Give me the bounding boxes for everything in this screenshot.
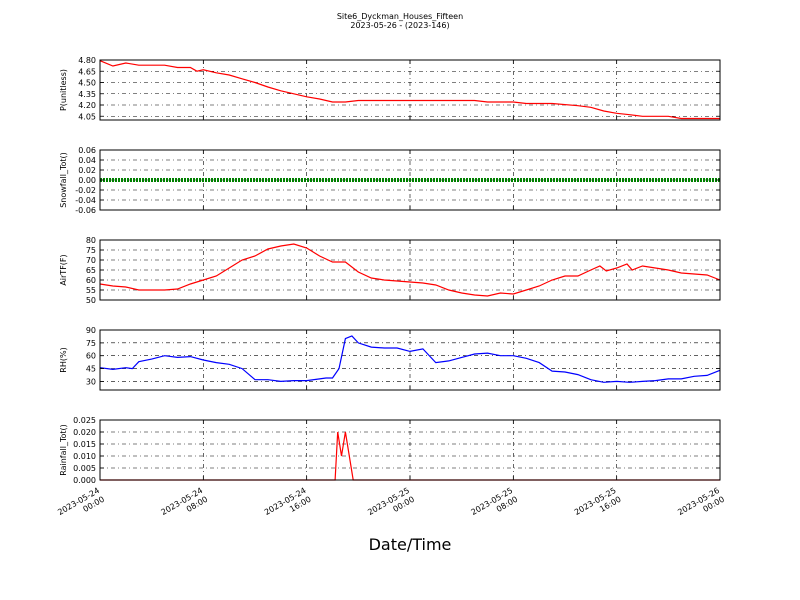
- y-tick-label: -0.04: [75, 196, 96, 205]
- y-tick-label: 55: [86, 286, 96, 295]
- y-tick-label: 0.02: [78, 166, 96, 175]
- x-tick-label: 2023-05-2500:00: [366, 486, 416, 526]
- y-tick-label: 4.50: [78, 79, 96, 88]
- x-tick-labels: 2023-05-2400:00 2023-05-2408:00 2023-05-24…: [56, 486, 726, 526]
- y-tick-label: 0.00: [78, 176, 96, 185]
- x-tick-label: 2023-05-2416:00: [263, 486, 313, 526]
- x-tick-label: 2023-05-2516:00: [573, 486, 623, 526]
- panel-5: 0.000 0.005 0.010 0.015 0.020 0.025 Rainfall_T…: [59, 416, 721, 485]
- y-tick-label: 60: [86, 352, 96, 361]
- y-tick-label: -0.06: [75, 206, 96, 215]
- y-tick-label: 70: [86, 256, 96, 265]
- chart-title-line1: Site6_Dyckman_Houses_Fifteen: [337, 12, 463, 21]
- series-line: [100, 431, 720, 481]
- x-tick-label: 2023-05-2600:00: [676, 486, 726, 526]
- series-line: [99, 243, 721, 297]
- y-tick-label: 50: [86, 296, 96, 305]
- x-axis-label: Date/Time: [369, 535, 452, 554]
- series-line: [99, 60, 720, 120]
- x-tick-label: 2023-05-2400:00: [56, 486, 106, 526]
- y-tick-label: 0.04: [78, 156, 96, 165]
- y-tick-label: 0.020: [73, 428, 96, 437]
- y-tick-label: 0.010: [73, 452, 96, 461]
- chart-title-line2: 2023-05-26 - (2023-146): [350, 21, 449, 30]
- y-tick-label: 75: [86, 246, 96, 255]
- y-tick-label: 30: [86, 377, 96, 386]
- y-tick-label: 0.06: [78, 146, 96, 155]
- y-tick-label: -0.02: [75, 186, 96, 195]
- y-axis-label: P(unitless): [59, 69, 68, 111]
- x-tick-label: 2023-05-2508:00: [470, 486, 520, 526]
- y-tick-label: 0.000: [73, 476, 96, 485]
- y-axis-label: Rainfall_Tot(): [59, 424, 68, 476]
- y-tick-label: 4.35: [78, 90, 96, 99]
- y-axis-label: Snowfall_Tot(): [59, 152, 68, 208]
- y-tick-label: 80: [86, 236, 96, 245]
- y-tick-label: 4.20: [78, 101, 96, 110]
- panel-4: 30 45 60 75 90 RH(%): [59, 326, 721, 391]
- y-tick-label: 4.80: [78, 56, 96, 65]
- y-tick-label: 0.005: [73, 464, 96, 473]
- y-tick-label: 0.015: [73, 440, 96, 449]
- y-tick-label: 0.025: [73, 416, 96, 425]
- y-axis-label: AirTF(F): [59, 254, 68, 285]
- x-tick-label: 2023-05-2408:00: [160, 486, 210, 526]
- y-tick-label: 4.05: [78, 112, 96, 121]
- panel-2: -0.06-0.04-0.020.000.020.040.06 Snowfall_…: [59, 146, 721, 215]
- y-axis-label: RH(%): [59, 347, 68, 372]
- y-tick-label: 45: [86, 365, 96, 374]
- series-line: [99, 335, 721, 383]
- panel-1: 4.05 4.20 4.35 4.50 4.65 4.80 P(unitless): [59, 56, 721, 121]
- y-tick-label: 4.65: [78, 67, 96, 76]
- y-tick-label: 90: [86, 326, 96, 335]
- y-tick-label: 60: [86, 276, 96, 285]
- panels: 4.05 4.20 4.35 4.50 4.65 4.80 P(unitless) -0.06…: [59, 56, 721, 485]
- y-tick-label: 65: [86, 266, 96, 275]
- y-tick-label: 75: [86, 339, 96, 348]
